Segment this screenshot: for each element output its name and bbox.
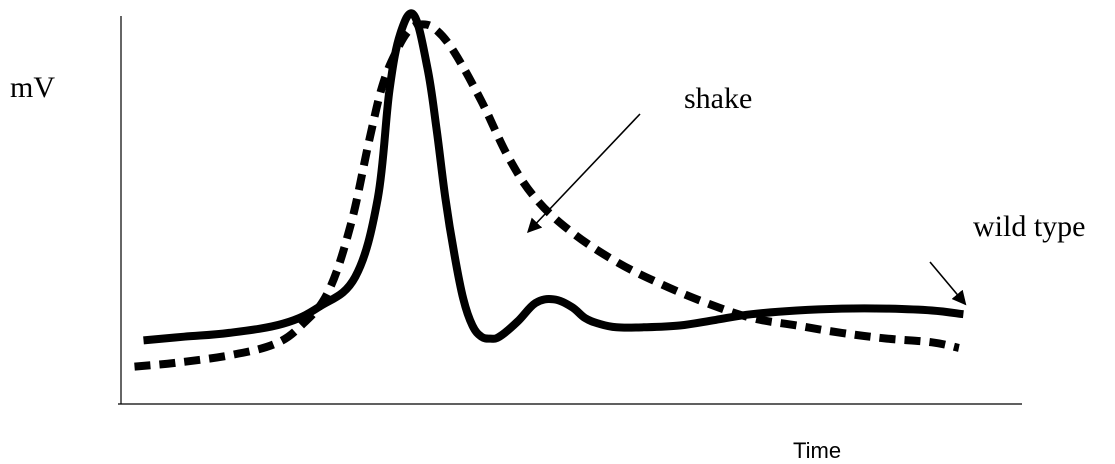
annotations xyxy=(527,113,967,306)
series-line-shake xyxy=(134,20,960,371)
annotation-arrow-wild-type xyxy=(929,261,967,306)
annotation-arrow-shake xyxy=(527,113,641,234)
y-axis-label: mV xyxy=(10,71,55,104)
axes xyxy=(118,16,1022,405)
annotation-label-wild-type: wild type xyxy=(973,210,1086,243)
series-lines xyxy=(134,9,964,371)
x-axis-label: Time xyxy=(793,438,841,463)
series-line-wild-type xyxy=(143,9,964,345)
annotation-label-shake: shake xyxy=(684,82,752,115)
